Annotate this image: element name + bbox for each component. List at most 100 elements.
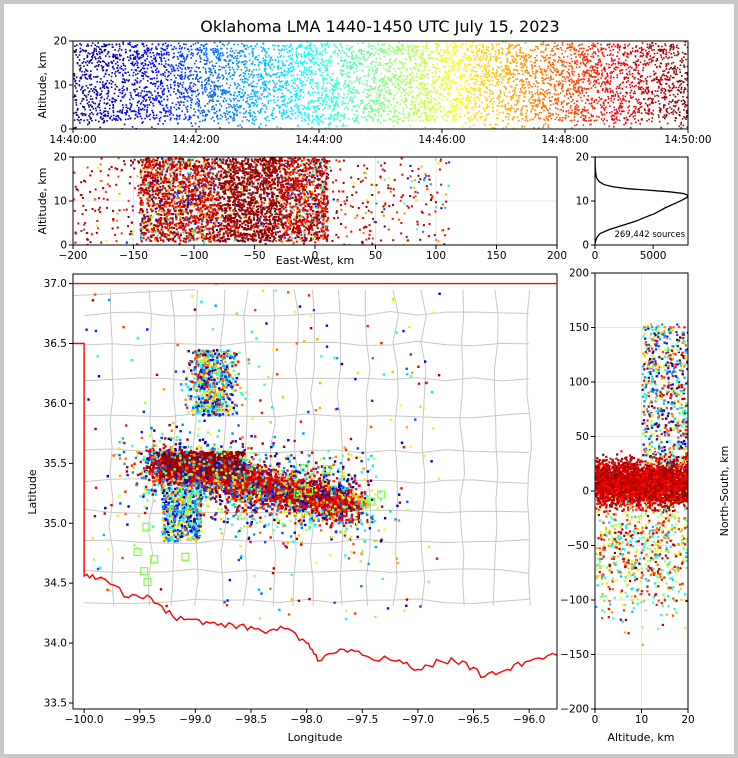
time-height-source (526, 109, 528, 112)
time-height-source (248, 73, 250, 75)
time-height-source (237, 91, 240, 93)
time-height-source (264, 54, 267, 57)
time-height-source (75, 82, 77, 85)
time-height-source (155, 69, 157, 71)
time-height-source (389, 93, 391, 96)
time-height-source (530, 108, 533, 111)
time-height-source (398, 75, 401, 77)
time-height-source (123, 89, 125, 91)
time-height-source (192, 78, 194, 80)
time-height-source (163, 98, 165, 101)
time-height-source (356, 114, 359, 117)
time-height-source (569, 120, 572, 122)
time-height-source (259, 87, 262, 90)
time-height-source (203, 110, 206, 112)
time-height-source (594, 45, 597, 48)
time-height-source (531, 105, 533, 107)
time-height-source (381, 79, 384, 81)
time-height-source (671, 99, 674, 101)
time-height-source (548, 91, 551, 94)
time-height-source (434, 109, 437, 111)
time-height-source (130, 62, 132, 65)
time-height-source (612, 70, 615, 73)
time-height-source (237, 43, 239, 46)
time-height-source (571, 109, 573, 112)
time-height-source (160, 63, 163, 66)
time-height-source (277, 87, 280, 90)
time-height-source (561, 61, 563, 64)
time-height-source (226, 47, 228, 50)
time-height-source (380, 113, 383, 116)
time-height-source (400, 43, 403, 46)
time-height-source (580, 112, 582, 114)
time-height-source (576, 90, 578, 93)
time-height-source (251, 85, 254, 87)
time-height-source (486, 97, 489, 99)
time-height-source (615, 116, 618, 118)
time-height-source (619, 104, 621, 107)
time-height-source (259, 123, 262, 125)
time-height-source (673, 54, 676, 57)
time-height-source (140, 102, 143, 104)
time-height-source (251, 50, 254, 52)
time-height-source (230, 100, 232, 102)
time-height-source (224, 112, 227, 115)
time-height-source (404, 62, 406, 65)
time-height-source (410, 100, 413, 102)
time-height-source (567, 47, 569, 49)
time-height-source (278, 79, 280, 82)
time-height-source (120, 111, 123, 114)
time-height-source (549, 69, 552, 71)
time-height-source (502, 75, 505, 78)
time-height-source (452, 110, 454, 112)
time-height-source (355, 64, 357, 66)
time-height-source (644, 109, 646, 112)
time-height-source (282, 63, 284, 65)
time-height-source (360, 53, 363, 55)
time-height-source (508, 61, 511, 64)
time-height-source (470, 107, 473, 110)
time-height-source (252, 80, 255, 82)
time-height-source (219, 54, 221, 56)
time-height-source (161, 90, 164, 92)
time-height-source (166, 51, 168, 54)
time-height-source (134, 69, 137, 71)
time-height-source (75, 87, 77, 89)
time-height-source (215, 51, 217, 53)
time-height-source (657, 100, 660, 102)
time-height-source (460, 75, 462, 78)
time-height-source (249, 114, 252, 116)
time-height-source (279, 49, 281, 52)
time-height-source (454, 98, 456, 100)
time-height-source (181, 53, 184, 55)
time-height-source (85, 96, 88, 98)
time-height-source (430, 99, 432, 101)
time-height-source (393, 114, 396, 117)
time-height-source (282, 113, 285, 115)
time-height-source (131, 63, 134, 66)
time-height-source (95, 89, 97, 91)
time-height-source (236, 109, 239, 112)
time-height-source (121, 109, 124, 111)
time-height-source (407, 52, 409, 55)
time-height-source (85, 77, 87, 80)
time-height-source (126, 87, 128, 89)
time-height-source (642, 88, 645, 90)
time-height-source (221, 90, 224, 92)
time-height-source (397, 118, 400, 121)
time-height-source (482, 82, 484, 85)
time-height-source (285, 117, 287, 119)
time-height-source (267, 48, 270, 50)
time-height-source (621, 106, 624, 108)
time-height-source (588, 87, 590, 90)
time-height-source (518, 48, 521, 51)
time-height-source (660, 48, 662, 51)
time-height-source (378, 49, 381, 51)
time-height-source (353, 71, 355, 73)
time-height-source (376, 69, 378, 71)
time-height-source (394, 86, 396, 88)
time-height-source (672, 105, 675, 107)
time-height-source (645, 62, 647, 65)
time-height-source (347, 49, 350, 51)
time-height-source (684, 44, 686, 46)
